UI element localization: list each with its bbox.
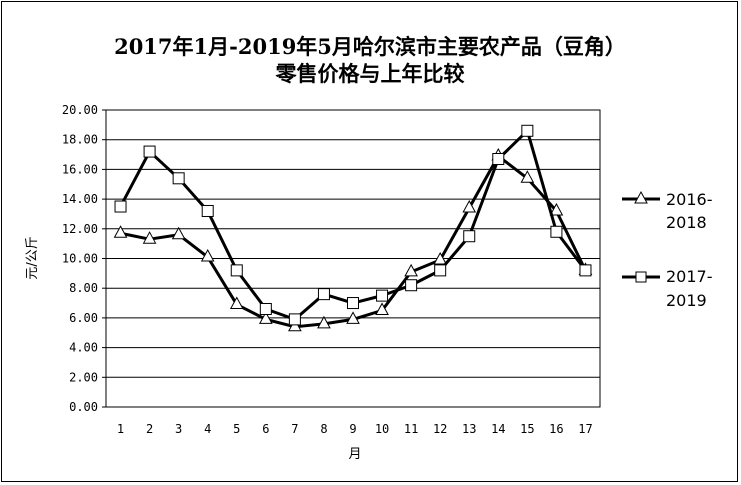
chart-title-line2: 零售价格与上年比较 xyxy=(275,61,465,86)
data-point-square xyxy=(114,200,127,213)
data-point-square xyxy=(376,289,389,302)
data-point-square xyxy=(230,264,243,277)
x-axis-ticks: 1 2 3 4 5 6 7 8 9 10 11 12 13 14 15 16 17 xyxy=(117,422,593,436)
data-point-square xyxy=(347,297,359,310)
y-axis-label: 元/公斤 xyxy=(25,236,40,279)
data-point-triangle xyxy=(258,311,273,324)
data-point-triangle xyxy=(520,170,535,183)
x-tick-label: 17 xyxy=(578,422,592,436)
y-tick-label: 14.00 xyxy=(62,192,98,206)
x-tick-label: 4 xyxy=(204,422,211,436)
y-tick-label: 4.00 xyxy=(69,341,98,355)
data-point-square xyxy=(317,288,330,301)
x-tick-label: 14 xyxy=(491,422,505,436)
x-tick-label: 8 xyxy=(320,422,327,436)
legend-label-series-2-line2: 2019 xyxy=(666,291,707,310)
data-point-triangle xyxy=(549,202,564,216)
series-line-2 xyxy=(119,129,587,321)
data-point-square xyxy=(259,302,272,315)
data-point-triangle xyxy=(171,226,186,240)
x-tick-label: 16 xyxy=(549,422,563,436)
x-tick-label: 3 xyxy=(175,422,182,436)
data-point-triangle xyxy=(229,296,244,310)
data-point-square xyxy=(492,153,505,166)
x-tick-label: 12 xyxy=(433,422,447,436)
y-tick-label: 12.00 xyxy=(62,222,98,236)
x-tick-label: 11 xyxy=(404,422,418,436)
data-point-triangle xyxy=(404,263,418,277)
legend-label-series-1-line1: 2016- xyxy=(666,190,713,209)
data-point-square xyxy=(288,313,301,326)
y-tick-label: 10.00 xyxy=(62,252,98,266)
x-tick-label: 5 xyxy=(233,422,240,436)
data-point-triangle xyxy=(433,251,448,265)
data-point-triangle xyxy=(462,199,477,213)
x-tick-label: 6 xyxy=(262,422,269,436)
y-tick-label: 18.00 xyxy=(62,133,98,147)
y-tick-label: 2.00 xyxy=(69,370,98,384)
data-point-triangle xyxy=(317,315,331,329)
data-point-triangle xyxy=(375,302,389,315)
x-tick-label: 13 xyxy=(462,422,476,436)
x-tick-label: 9 xyxy=(349,422,356,436)
data-point-square xyxy=(463,230,476,243)
data-point-triangle xyxy=(200,248,215,262)
y-tick-label: 20.00 xyxy=(62,103,98,117)
data-point-triangle xyxy=(113,225,128,238)
data-point-square xyxy=(521,124,534,137)
data-point-square xyxy=(550,225,563,238)
y-tick-label: 0.00 xyxy=(69,400,98,414)
legend-label-series-1-line2: 2018 xyxy=(666,213,707,232)
data-point-square xyxy=(143,145,156,158)
legend-label-series-2-line1: 2017- xyxy=(666,267,713,286)
legend: 2016- 2018 2017- 2019 xyxy=(622,190,713,310)
data-point-triangle xyxy=(346,311,360,324)
legend-marker-series-2 xyxy=(635,271,647,283)
data-point-square xyxy=(172,172,185,185)
chart-title-line1: 2017年1月-2019年5月哈尔滨市主要农产品（豆角） xyxy=(114,34,626,59)
series-2 xyxy=(114,124,592,326)
data-point-square xyxy=(201,204,214,217)
y-tick-label: 6.00 xyxy=(69,311,98,325)
data-point-square xyxy=(579,264,592,277)
y-tick-label: 16.00 xyxy=(62,162,98,176)
x-axis-label: 月 xyxy=(348,447,361,462)
y-axis-ticks: 0.00 2.00 4.00 6.00 8.00 10.00 12.00 14.00 16.00… xyxy=(62,103,106,414)
y-tick-label: 8.00 xyxy=(69,281,98,295)
x-tick-label: 15 xyxy=(520,422,534,436)
series-layer xyxy=(113,124,593,332)
x-tick-label: 10 xyxy=(375,422,389,436)
data-point-square xyxy=(405,279,418,292)
legend-marker-series-1 xyxy=(634,190,648,204)
data-point-square xyxy=(434,264,447,277)
x-tick-label: 1 xyxy=(117,422,124,436)
x-tick-label: 2 xyxy=(146,422,153,436)
data-point-triangle xyxy=(142,231,157,244)
x-tick-label: 7 xyxy=(291,422,298,436)
